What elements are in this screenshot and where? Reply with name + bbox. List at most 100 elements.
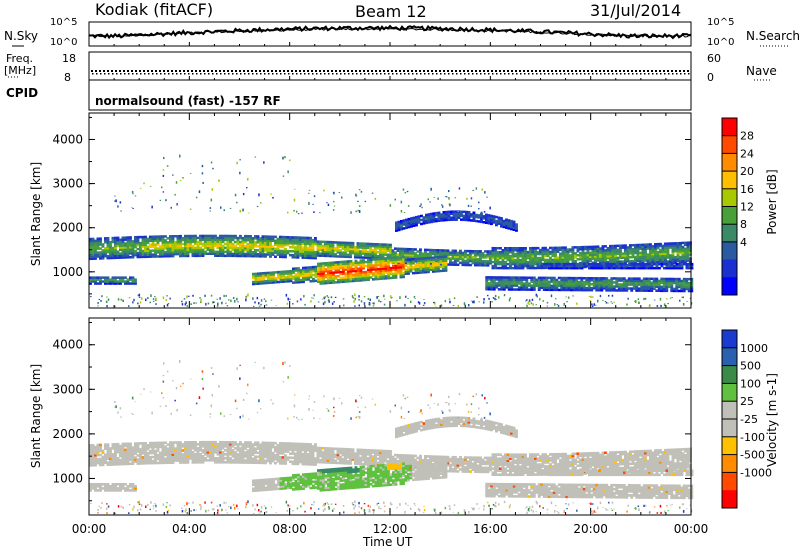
power-cell [121, 252, 125, 255]
nave-dot [660, 73, 662, 75]
power-cell [164, 241, 167, 244]
power-cell [606, 257, 610, 260]
power-cell [327, 279, 330, 283]
power-speckle [682, 303, 685, 306]
power-cell [236, 252, 240, 256]
power-cell [442, 217, 446, 220]
freq-dot [155, 70, 157, 72]
power-cell [399, 272, 403, 275]
power-cell [259, 247, 262, 250]
velocity-cell [94, 445, 97, 449]
power-cell [454, 255, 457, 258]
power-cell [291, 250, 295, 253]
power-cell [96, 276, 100, 279]
velocity-cell [164, 451, 167, 455]
velocity-cell [134, 448, 137, 451]
power-cell [628, 262, 631, 266]
power-cell [490, 220, 493, 224]
power-cell [259, 280, 263, 283]
power-cell [161, 237, 165, 240]
power-cell [515, 229, 518, 232]
power-cell [259, 249, 262, 252]
velocity-cell [89, 444, 92, 447]
power-cell [539, 252, 542, 256]
power-cell [590, 287, 594, 290]
power-cell [119, 244, 122, 247]
power-cell [621, 246, 625, 249]
power-cell [321, 246, 325, 250]
velocity-cell [94, 461, 97, 465]
power-cell [389, 276, 393, 280]
power-cell [191, 250, 195, 254]
power-cell [654, 243, 657, 246]
power-cell [109, 248, 112, 252]
power-cell [124, 236, 127, 239]
velocity-cell [154, 443, 157, 447]
power-cell [660, 277, 664, 281]
power-cell [226, 234, 230, 238]
freq-dot [103, 70, 105, 72]
power-cell [329, 275, 333, 278]
power-cell [131, 276, 135, 279]
power-cell [522, 282, 526, 285]
power-cell [640, 262, 644, 266]
power-speckle [98, 298, 101, 300]
power-speckle [394, 198, 396, 201]
power-cell [294, 236, 297, 239]
power-cell [384, 269, 388, 272]
power-cell [666, 250, 670, 253]
nave-dot [684, 73, 686, 75]
power-cell [594, 259, 597, 262]
velocity-cell [181, 459, 185, 462]
power-cell [679, 251, 682, 255]
power-cell [652, 281, 656, 284]
power-cell [561, 252, 565, 255]
power-cell [109, 242, 112, 246]
power-cell [575, 262, 579, 266]
power-cell [361, 242, 365, 245]
power-cell [689, 251, 692, 254]
power-cell [486, 252, 490, 255]
power-cell [397, 258, 400, 261]
power-cell [236, 248, 240, 252]
power-cell [327, 263, 330, 267]
power-cell [559, 252, 562, 255]
power-cell [304, 278, 308, 281]
power-cell [489, 252, 492, 255]
power-cell [688, 266, 691, 270]
power-cell [371, 250, 375, 254]
power-cell [672, 289, 676, 293]
power-cell [646, 259, 650, 262]
power-cell [642, 277, 646, 280]
power-cell [194, 236, 197, 240]
power-cell [164, 243, 167, 246]
power-cell [119, 248, 122, 251]
power-cell [613, 264, 616, 268]
power-cell [294, 275, 298, 278]
power-speckle [234, 299, 236, 303]
power-speckle [358, 205, 361, 207]
power-speckle [326, 202, 328, 204]
velocity-cell [149, 449, 152, 453]
power-cell [599, 247, 602, 250]
power-cell [506, 253, 510, 256]
nave-dot [120, 73, 122, 75]
power-cell [389, 268, 393, 272]
power-cell [149, 245, 152, 248]
power-cell [553, 264, 556, 268]
power-cell [486, 250, 490, 253]
freq-dot [143, 70, 145, 72]
velocity-cell [174, 441, 177, 444]
power-cell [649, 251, 652, 254]
power-cell [196, 246, 200, 250]
power-cell [614, 254, 617, 258]
power-cell [382, 273, 385, 276]
power-cell [427, 215, 431, 218]
power-cell [326, 248, 330, 252]
power-cell [246, 246, 250, 250]
power-cell [374, 247, 377, 250]
power-cell [342, 278, 345, 281]
velocity-cell [131, 452, 135, 455]
power-cell [419, 261, 423, 264]
power-cell [690, 285, 694, 289]
